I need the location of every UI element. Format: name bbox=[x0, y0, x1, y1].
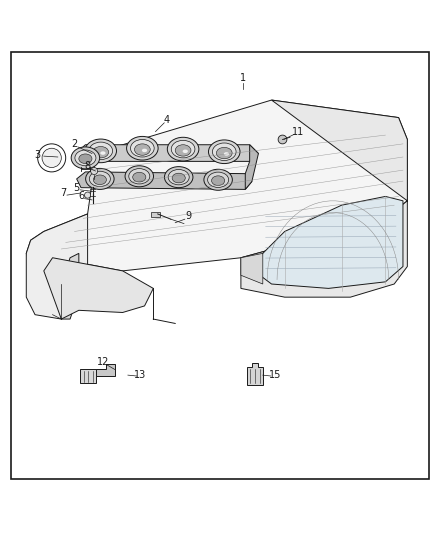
Ellipse shape bbox=[208, 140, 240, 164]
Ellipse shape bbox=[208, 172, 229, 188]
Ellipse shape bbox=[75, 150, 96, 166]
Ellipse shape bbox=[131, 140, 154, 157]
Ellipse shape bbox=[89, 171, 110, 187]
Text: 2: 2 bbox=[71, 139, 78, 149]
Ellipse shape bbox=[183, 150, 188, 153]
Polygon shape bbox=[44, 258, 153, 319]
Text: 5: 5 bbox=[74, 183, 80, 192]
Polygon shape bbox=[61, 253, 79, 319]
Ellipse shape bbox=[212, 176, 225, 185]
Ellipse shape bbox=[125, 166, 153, 187]
Polygon shape bbox=[254, 197, 403, 288]
Ellipse shape bbox=[79, 154, 92, 164]
Text: 3: 3 bbox=[34, 150, 40, 160]
Ellipse shape bbox=[127, 136, 158, 160]
Ellipse shape bbox=[133, 172, 146, 182]
FancyBboxPatch shape bbox=[151, 212, 160, 217]
Ellipse shape bbox=[224, 152, 229, 156]
Circle shape bbox=[42, 148, 61, 167]
Polygon shape bbox=[80, 369, 102, 383]
Ellipse shape bbox=[93, 175, 106, 184]
Polygon shape bbox=[26, 231, 53, 271]
Ellipse shape bbox=[71, 147, 99, 169]
Text: 1: 1 bbox=[240, 73, 246, 83]
Ellipse shape bbox=[86, 168, 114, 189]
Ellipse shape bbox=[142, 149, 147, 152]
Ellipse shape bbox=[167, 138, 199, 161]
Polygon shape bbox=[96, 364, 115, 376]
Polygon shape bbox=[241, 100, 407, 297]
Polygon shape bbox=[44, 100, 407, 271]
Ellipse shape bbox=[129, 168, 150, 184]
Text: 15: 15 bbox=[269, 370, 281, 379]
Ellipse shape bbox=[93, 147, 109, 158]
Ellipse shape bbox=[164, 167, 193, 188]
Text: 12: 12 bbox=[97, 357, 109, 367]
Circle shape bbox=[91, 167, 98, 174]
Text: 4: 4 bbox=[163, 115, 170, 125]
Polygon shape bbox=[26, 214, 88, 319]
Circle shape bbox=[278, 135, 287, 144]
Polygon shape bbox=[77, 172, 252, 189]
Ellipse shape bbox=[204, 169, 233, 190]
Polygon shape bbox=[247, 363, 263, 385]
Text: 9: 9 bbox=[185, 211, 191, 221]
Polygon shape bbox=[77, 145, 258, 161]
Ellipse shape bbox=[175, 145, 191, 156]
Circle shape bbox=[85, 192, 91, 198]
Ellipse shape bbox=[212, 143, 236, 160]
Ellipse shape bbox=[100, 151, 106, 155]
Text: 6: 6 bbox=[78, 191, 84, 201]
Ellipse shape bbox=[85, 139, 117, 163]
Text: 8: 8 bbox=[85, 161, 91, 171]
Polygon shape bbox=[245, 145, 258, 189]
Ellipse shape bbox=[89, 142, 113, 159]
Ellipse shape bbox=[134, 144, 150, 155]
Polygon shape bbox=[241, 253, 263, 284]
Text: 7: 7 bbox=[60, 188, 67, 198]
Ellipse shape bbox=[168, 169, 189, 185]
Text: 11: 11 bbox=[292, 127, 304, 136]
Ellipse shape bbox=[216, 147, 232, 159]
Ellipse shape bbox=[171, 140, 195, 158]
Ellipse shape bbox=[172, 173, 185, 183]
Text: 13: 13 bbox=[134, 370, 146, 379]
